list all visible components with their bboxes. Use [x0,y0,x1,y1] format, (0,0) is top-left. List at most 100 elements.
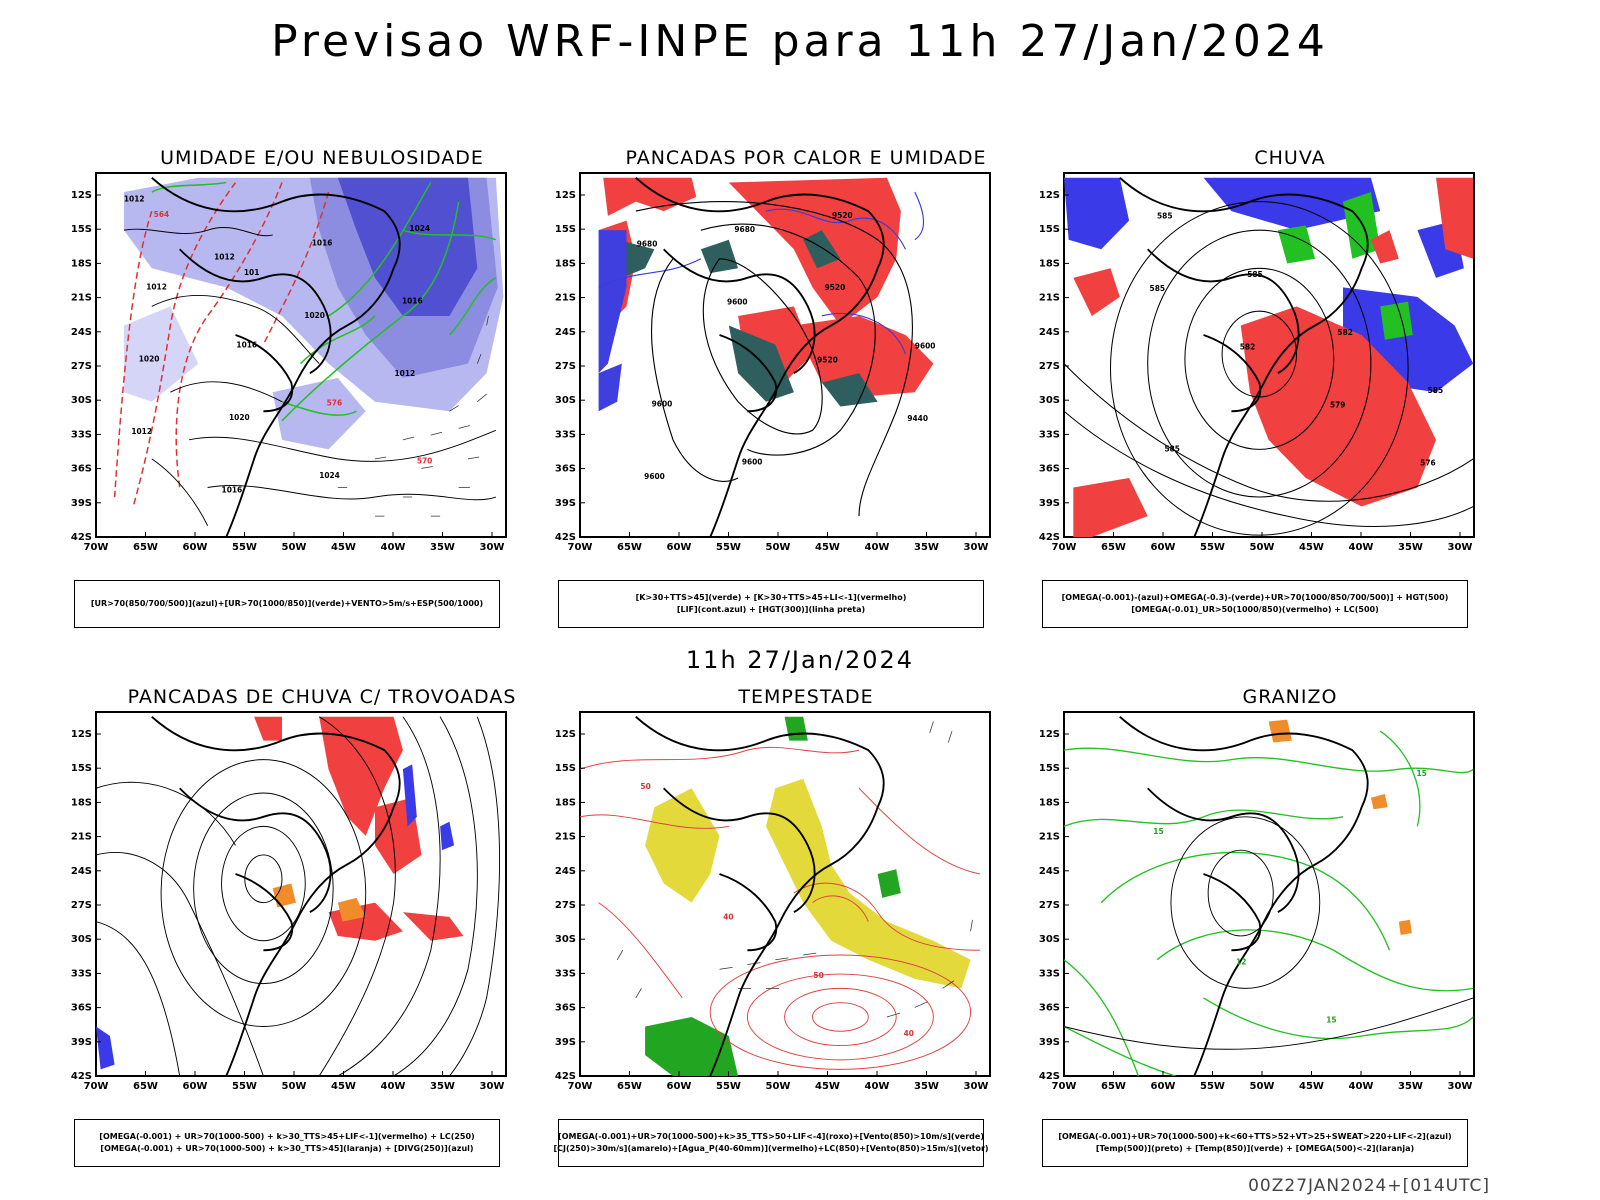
lon-tick-label: 50W [766,1081,791,1092]
lat-tick-label: 27S [71,361,92,372]
contour-label: 9600 [644,472,665,481]
jet-yellow-areas [645,778,971,989]
contour-label: 9520 [832,211,853,220]
lon-tick-label: 50W [1250,1081,1275,1092]
panel-title: TEMPESTADE [738,686,874,708]
orange-areas [272,883,366,922]
hgt500-contours [1064,201,1474,536]
contour-labels: 40 50 40 50 [640,782,914,1038]
lat-tick-label: 15S [71,224,92,235]
lat-tick-label: 15S [555,224,576,235]
contour-label: 579 [1330,400,1346,409]
blue-divergence [96,764,455,1070]
lat-tick-label: 42S [555,532,576,543]
lat-tick-label: 21S [71,832,92,843]
legend-trovoadas: [OMEGA(-0.001) + UR>70(1000-500) + k>30_… [74,1119,500,1167]
contour-label: 570 [417,457,433,466]
map-chuva[interactable]: 585 582 579 576 585 585 582 585 585 12S 15S 18S 21S… [1039,172,1540,555]
contour-label: 9680 [734,225,755,234]
lat-tick-label: 42S [1039,1071,1060,1082]
map-umidade[interactable]: 1012 1012 1020 1012 1012 1016 1016 1016 1020 1020… [71,172,572,555]
lc850-red-contours [580,746,980,1070]
contour-label: 9520 [825,283,846,292]
lat-tick-label: 21S [555,293,576,304]
contour-label: 1016 [222,485,243,494]
lon-tick-label: 50W [282,1081,307,1092]
pressure-contours [123,227,497,526]
lat-tick-label: 12S [555,190,576,201]
lon-tick-label: 65W [133,1081,158,1092]
panel-granizo[interactable]: GRANIZO 12 15 15 15 12S 15S 18S 21S 24S [1039,686,1540,1186]
contour-label: 9520 [817,356,838,365]
contour-label: 1012 [214,253,235,262]
map-frame [95,711,507,1077]
map-pancadas-calor[interactable]: 9680 9600 9520 9440 9600 9680 9520 9600 9600 9600… [555,172,1056,555]
contour-label: 50 [813,971,823,980]
lon-tick-label: 70W [1052,542,1077,553]
contour-label: 576 [1420,458,1436,467]
contour-label: 1020 [139,355,160,364]
lon-tick-label: 45W [815,542,840,553]
lon-tick-label: 35W [430,1081,455,1092]
lon-tick-label: 30W [480,542,505,553]
lon-tick-label: 30W [964,1081,989,1092]
contour-label: 585 [1150,284,1166,293]
lat-tick-label: 30S [1039,934,1060,945]
contour-label: 15 [1326,1016,1336,1025]
lat-tick-label: 30S [71,934,92,945]
contour-label: 1020 [304,311,325,320]
lon-tick-label: 55W [232,542,257,553]
lat-tick-label: 15S [1039,763,1060,774]
temp500-black-contours [1064,816,1474,1050]
lon-tick-label: 30W [1448,542,1473,553]
contour-label: 9600 [727,297,748,306]
panel-title: GRANIZO [1242,686,1338,708]
contour-labels: 1012 1012 1020 1012 1012 1016 1016 1016 1020 1020… [124,195,432,495]
lat-tick-label: 12S [555,729,576,740]
lon-tick-label: 65W [617,542,642,553]
lon-tick-label: 70W [1052,1081,1077,1092]
lat-tick-label: 42S [71,532,92,543]
map-frame [95,172,507,538]
lat-tick-label: 30S [555,395,576,406]
lat-tick-label: 18S [1039,797,1060,808]
panel-umidade[interactable]: UMIDADE E/OU NEBULOSIDADE [71,147,572,647]
contour-labels: 12 15 15 15 [1153,769,1427,1025]
lat-tick-label: 33S [71,968,92,979]
panel-chuva[interactable]: CHUVA [1039,147,1540,647]
coastline-borders [635,177,885,538]
legend-line: [OMEGA(-0.001)-(azul)+OMEGA(-0.3)-(verde… [1061,593,1449,602]
green-wind-areas [645,716,901,1077]
panel-trovoadas[interactable]: PANCADAS DE CHUVA C/ TROVOADAS [71,686,572,1186]
lat-tick-label: 24S [555,866,576,877]
lon-tick-label: 35W [430,542,455,553]
lat-tick-label: 24S [1039,866,1060,877]
lon-tick-label: 30W [1448,1081,1473,1092]
lat-tick-label: 12S [1039,729,1060,740]
lat-tick-label: 39S [555,498,576,509]
lon-tick-label: 40W [865,1081,890,1092]
lat-tick-label: 24S [555,327,576,338]
contour-label: 564 [154,210,170,219]
panel-title: PANCADAS POR CALOR E UMIDADE [625,147,987,169]
lat-tick-label: 15S [71,763,92,774]
lon-tick-label: 40W [381,1081,406,1092]
panel-pancadas-calor[interactable]: PANCADAS POR CALOR E UMIDADE [555,147,1056,647]
lon-tick-label: 35W [1398,1081,1423,1092]
lat-tick-label: 21S [1039,293,1060,304]
panel-title: UMIDADE E/OU NEBULOSIDADE [160,147,484,169]
panel-tempestade[interactable]: TEMPESTADE [553,686,1056,1186]
map-granizo[interactable]: 12 15 15 15 12S 15S 18S 21S 24S 27S 30S 33S 36S 39S 4… [1039,711,1540,1094]
contour-label: 9600 [652,399,673,408]
contour-label: 585 [1164,444,1180,453]
contour-label: 101 [244,268,260,277]
lat-tick-label: 39S [555,1037,576,1048]
map-tempestade[interactable]: 40 50 40 50 12S 15S 18S 21S 24S 27S 30S 33S 36S 39S 4… [555,711,1056,1094]
lat-tick-label: 36S [1039,464,1060,475]
lon-tick-label: 60W [667,542,692,553]
lat-tick-label: 24S [71,866,92,877]
contour-label: 1012 [131,427,152,436]
contour-label: 9600 [742,458,763,467]
lat-tick-label: 21S [1039,832,1060,843]
